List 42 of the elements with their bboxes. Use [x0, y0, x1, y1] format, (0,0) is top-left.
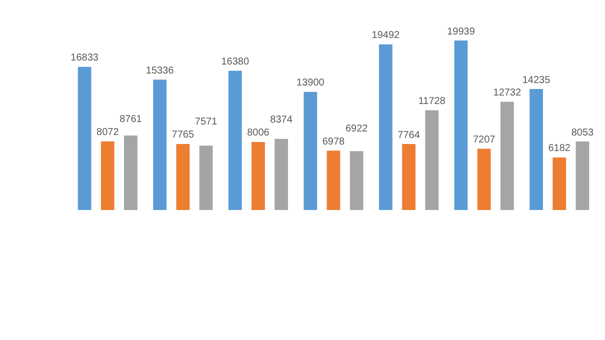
- bar: [304, 92, 318, 210]
- bar: [530, 89, 543, 210]
- bar: [124, 136, 138, 210]
- bar: [425, 110, 439, 210]
- data-label: 7571: [194, 116, 218, 128]
- bar: [252, 142, 265, 210]
- data-label: 7764: [398, 130, 420, 141]
- data-label: 16380: [221, 56, 250, 68]
- bar: [274, 138, 288, 210]
- bar: [379, 44, 392, 210]
- data-label: 8053: [571, 127, 594, 138]
- data-label: 19939: [447, 26, 476, 38]
- bar: [78, 66, 92, 210]
- bar: [326, 150, 340, 210]
- data-label: 13900: [296, 78, 325, 89]
- data-label: 8374: [270, 114, 293, 126]
- data-label: 11728: [418, 96, 446, 108]
- bar: [500, 102, 514, 210]
- data-label: 19492: [372, 30, 400, 42]
- data-label: 6922: [345, 123, 368, 134]
- bar: [477, 148, 491, 210]
- bar: [576, 142, 590, 210]
- data-label: 8072: [96, 127, 120, 138]
- bar: [100, 141, 114, 210]
- data-label: 14235: [522, 74, 551, 86]
- data-label: 7207: [472, 134, 496, 146]
- bar: [402, 144, 416, 210]
- data-label: 12732: [493, 88, 522, 99]
- bar: [228, 70, 242, 210]
- data-label: 8006: [247, 128, 270, 139]
- bar: [153, 80, 167, 210]
- bar: [176, 144, 190, 210]
- data-label: 15336: [146, 65, 174, 76]
- bar: [199, 146, 213, 210]
- data-label: 8761: [120, 114, 142, 126]
- data-label: 7765: [172, 130, 194, 141]
- bar: [552, 157, 566, 210]
- data-label: 16833: [70, 52, 99, 64]
- bar: [350, 151, 364, 210]
- bar: [454, 40, 468, 210]
- data-label: 6182: [548, 143, 571, 154]
- data-label: 6978: [322, 136, 346, 148]
